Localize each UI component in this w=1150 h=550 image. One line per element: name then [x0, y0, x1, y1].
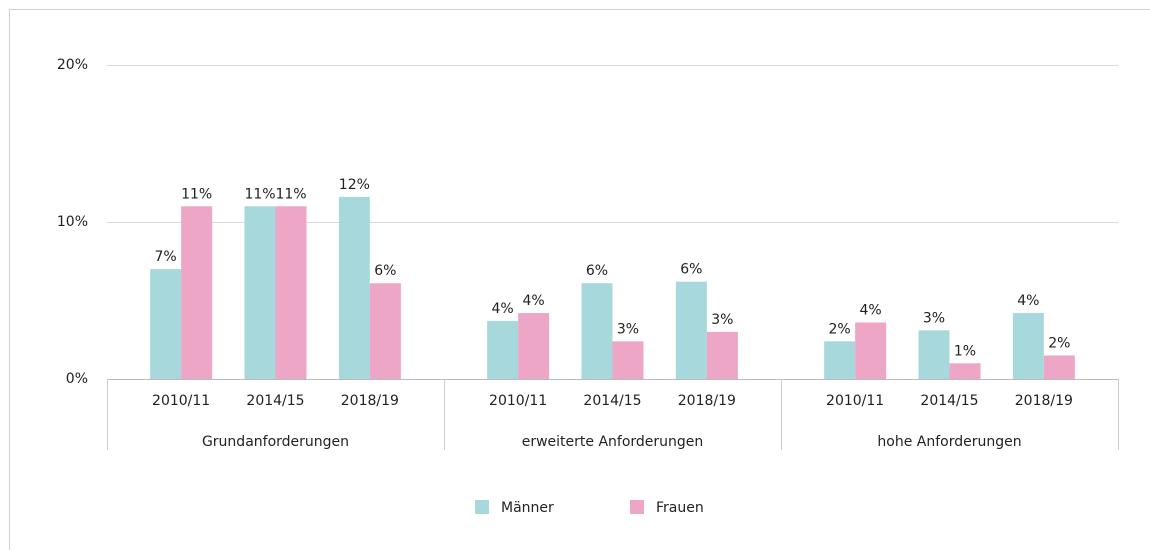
- bar: [855, 322, 887, 379]
- bar: [244, 206, 276, 379]
- bar: [824, 341, 856, 379]
- x-tick-label: 2010/11: [152, 393, 210, 409]
- data-label: 4%: [492, 301, 514, 317]
- bar: [706, 331, 738, 379]
- data-label: 1%: [954, 343, 976, 359]
- bar: [275, 206, 307, 379]
- y-tick-label: 10%: [57, 214, 88, 230]
- data-label: 2%: [829, 321, 851, 337]
- legend-swatch: [630, 500, 644, 514]
- bar: [1043, 355, 1075, 379]
- bar: [949, 363, 981, 379]
- data-label: 2%: [1048, 335, 1070, 351]
- data-label: 6%: [680, 262, 702, 278]
- x-tick-label: 2014/15: [583, 393, 641, 409]
- bar: [675, 281, 707, 379]
- bar: [338, 196, 370, 379]
- data-label: 6%: [586, 263, 608, 279]
- data-label: 11%: [275, 186, 306, 202]
- x-tick-label: 2018/19: [1015, 393, 1073, 409]
- data-label: 3%: [617, 321, 639, 337]
- x-tick-label: 2018/19: [678, 393, 736, 409]
- bar: [487, 320, 519, 379]
- group-label: Grundanforderungen: [202, 434, 349, 450]
- data-label: 11%: [181, 186, 212, 202]
- x-tick-label: 2010/11: [826, 393, 884, 409]
- bar: [181, 206, 213, 379]
- bar: [369, 283, 401, 379]
- data-label: 3%: [923, 310, 945, 326]
- data-label: 7%: [155, 249, 177, 265]
- data-label: 3%: [711, 312, 733, 328]
- bar: [150, 269, 182, 379]
- bar: [518, 313, 550, 379]
- data-label: 4%: [523, 293, 545, 309]
- x-tick-label: 2010/11: [489, 393, 547, 409]
- bar: [918, 330, 950, 379]
- data-label: 4%: [1017, 293, 1039, 309]
- legend-label: Männer: [501, 500, 554, 516]
- data-label: 6%: [374, 263, 396, 279]
- data-label: 12%: [339, 177, 370, 193]
- data-label: 4%: [860, 302, 882, 318]
- bar: [1012, 313, 1044, 379]
- group-label: hohe Anforderungen: [877, 434, 1021, 450]
- legend-swatch: [475, 500, 489, 514]
- x-tick-label: 2014/15: [246, 393, 304, 409]
- x-tick-label: 2018/19: [341, 393, 399, 409]
- chart-frame: [9, 9, 1150, 550]
- x-tick-label: 2014/15: [920, 393, 978, 409]
- y-tick-label: 0%: [66, 371, 88, 387]
- legend-label: Frauen: [656, 500, 704, 516]
- data-label: 11%: [244, 186, 275, 202]
- bar: [581, 283, 613, 379]
- y-tick-label: 20%: [57, 57, 88, 73]
- bar: [612, 341, 644, 379]
- group-label: erweiterte Anforderungen: [522, 434, 704, 450]
